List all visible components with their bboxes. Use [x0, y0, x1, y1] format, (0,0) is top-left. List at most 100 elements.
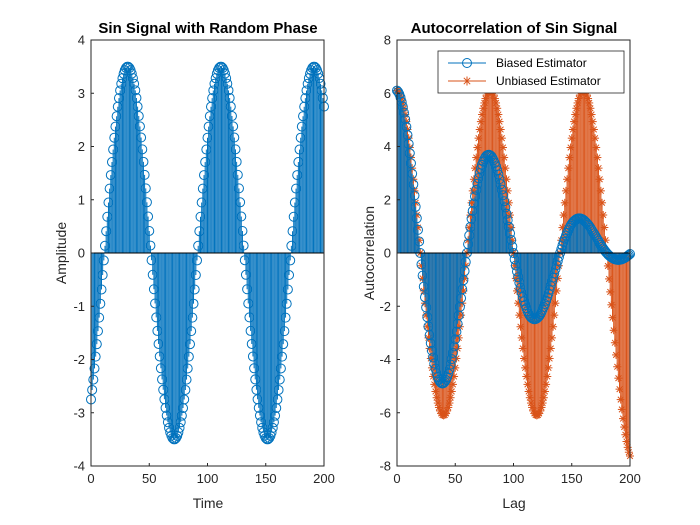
signal-point — [280, 312, 291, 323]
biased-point — [514, 277, 525, 288]
left-ytick-label: -2 — [73, 352, 85, 367]
unbiased-point — [448, 380, 457, 389]
left-ytick-label: -1 — [73, 299, 85, 314]
biased-point — [424, 330, 435, 341]
biased-point — [439, 376, 450, 387]
signal-point — [219, 68, 230, 79]
unbiased-point — [620, 423, 629, 432]
biased-point — [536, 307, 547, 318]
biased-point — [467, 205, 478, 216]
biased-point — [414, 236, 425, 247]
biased-point — [429, 358, 440, 369]
unbiased-point — [622, 437, 631, 446]
unbiased-point — [539, 393, 548, 402]
unbiased-point — [431, 387, 440, 396]
signal-point — [316, 85, 327, 96]
right-ytick-label: 2 — [384, 192, 391, 207]
biased-point — [416, 259, 427, 270]
biased-point — [397, 101, 408, 112]
right-x-axis-label: Lag — [502, 495, 525, 511]
signal-point — [278, 339, 289, 350]
unbiased-point — [565, 153, 574, 162]
biased-point — [438, 378, 449, 389]
unbiased-point — [494, 110, 503, 119]
right-y-axis-label: Autocorrelation — [361, 206, 377, 300]
signal-point — [173, 427, 184, 438]
unbiased-point — [587, 110, 596, 119]
left-xtick-label: 100 — [197, 471, 219, 486]
left-plot-data — [86, 61, 329, 445]
signal-point — [134, 121, 145, 132]
signal-point — [277, 351, 288, 362]
biased-point — [400, 114, 411, 125]
signal-point — [270, 410, 281, 421]
signal-point — [310, 62, 321, 73]
signal-point — [88, 374, 99, 385]
unbiased-point — [474, 134, 483, 143]
signal-point — [232, 169, 243, 180]
unbiased-point — [550, 311, 559, 320]
biased-point — [404, 148, 415, 159]
unbiased-point — [571, 110, 580, 119]
signal-point — [225, 101, 236, 112]
signal-point — [185, 339, 196, 350]
unbiased-point — [481, 94, 490, 103]
unbiased-point — [430, 380, 439, 389]
signal-point — [136, 132, 147, 143]
right-ytick-label: 0 — [384, 246, 391, 261]
biased-point — [532, 312, 543, 323]
unbiased-point — [596, 186, 605, 195]
signal-point — [187, 312, 198, 323]
biased-point — [513, 272, 524, 283]
unbiased-point — [476, 117, 485, 126]
signal-point — [230, 144, 241, 155]
right-ytick-label: 6 — [384, 86, 391, 101]
unbiased-point — [559, 211, 568, 220]
unbiased-point — [600, 223, 609, 232]
biased-point — [543, 288, 554, 299]
left-xtick-label: 150 — [255, 471, 277, 486]
unbiased-point — [538, 399, 547, 408]
unbiased-point — [549, 322, 558, 331]
right-xtick-label: 0 — [393, 471, 400, 486]
left-ytick-label: -3 — [73, 405, 85, 420]
signal-point — [285, 255, 296, 266]
biased-point — [445, 359, 456, 370]
unbiased-point — [561, 186, 570, 195]
biased-point — [583, 219, 594, 230]
unbiased-point — [528, 403, 537, 412]
signal-point — [180, 384, 191, 395]
biased-point — [443, 368, 454, 379]
unbiased-point — [535, 409, 544, 418]
signal-point — [141, 197, 152, 208]
biased-point — [510, 260, 521, 271]
signal-point — [95, 298, 106, 309]
unbiased-point — [522, 372, 531, 381]
signal-point — [221, 73, 232, 84]
signal-point — [98, 255, 109, 266]
biased-point — [398, 107, 409, 118]
unbiased-point — [472, 153, 481, 162]
axes-right: Autocorrelation of Sin Signal Lag Autoco… — [361, 20, 641, 511]
signal-point — [237, 225, 248, 236]
signal-point — [267, 422, 278, 433]
signal-point — [145, 240, 156, 251]
biased-point — [444, 364, 455, 375]
signal-point — [275, 363, 286, 374]
unbiased-point — [566, 143, 575, 152]
unbiased-point — [610, 338, 619, 347]
signal-point — [94, 312, 105, 323]
biased-point — [515, 282, 526, 293]
biased-point — [595, 239, 606, 250]
signal-point — [96, 284, 107, 295]
unbiased-point — [540, 387, 549, 396]
unbiased-point — [585, 98, 594, 107]
left-ytick-label: 2 — [78, 139, 85, 154]
biased-point — [485, 150, 496, 161]
biased-point — [411, 213, 422, 224]
right-ytick-label: -6 — [379, 405, 391, 420]
legend-entry-biased: Biased Estimator — [448, 56, 587, 70]
unbiased-point — [542, 380, 551, 389]
signal-point — [307, 62, 318, 73]
signal-point — [91, 339, 102, 350]
